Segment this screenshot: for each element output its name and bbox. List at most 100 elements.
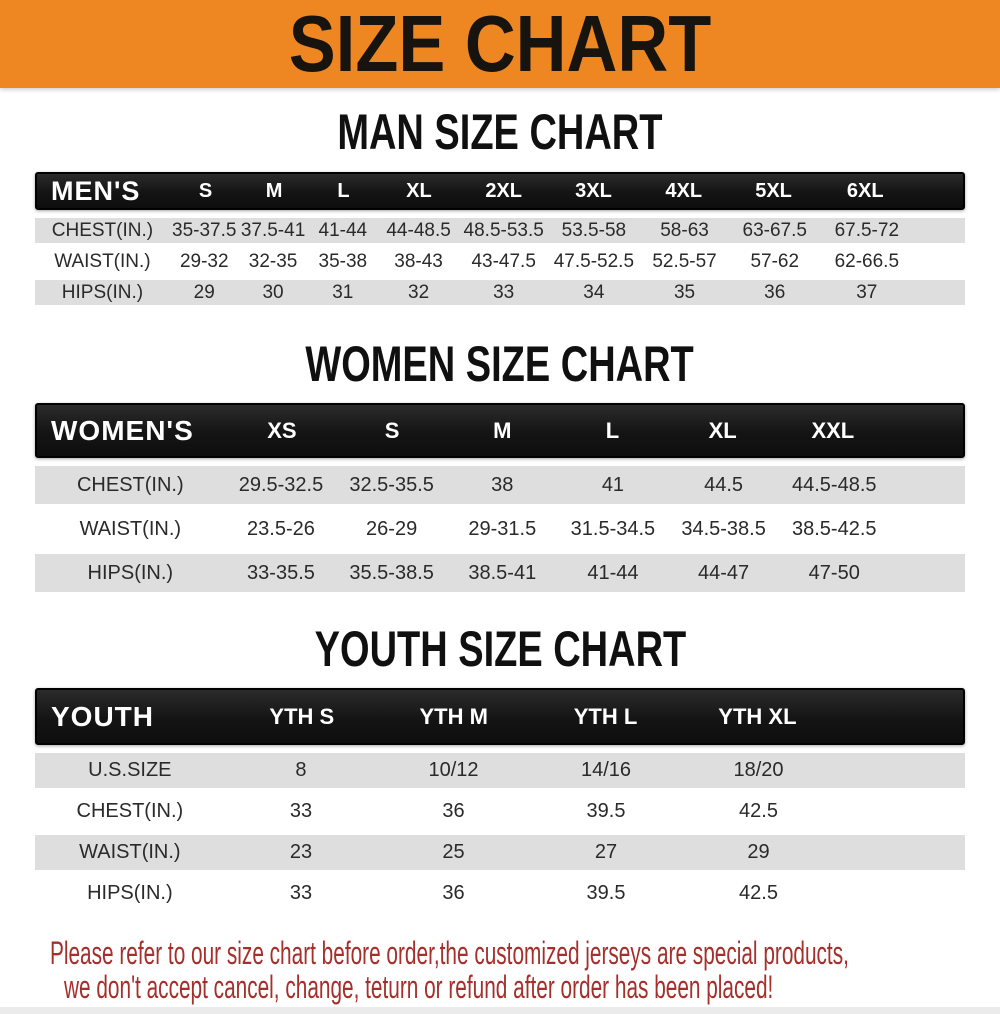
size-cell: 38.5-41 [468, 561, 537, 584]
size-cell: 34 [583, 281, 605, 303]
men-section-heading: MAN SIZE CHART [0, 107, 1000, 157]
size-cell: 52.5-57 [652, 250, 717, 272]
size-cell: 36 [442, 800, 465, 822]
table-row: WAIST(IN.) 23 25 27 29 [35, 832, 965, 873]
column-header: M [265, 179, 283, 202]
row-label: U.S.SIZE [88, 759, 172, 781]
size-cell: 42.5 [739, 882, 778, 904]
size-cell: 26-29 [366, 517, 418, 540]
size-cell: 37 [856, 281, 878, 303]
column-header: YTH L [573, 703, 638, 729]
size-cell: 58-63 [660, 219, 709, 241]
size-cell: 41-44 [318, 219, 368, 241]
column-header: 5XL [755, 179, 792, 202]
size-cell: 47-50 [808, 561, 860, 584]
row-label: CHEST(IN.) [76, 473, 184, 496]
size-cell: 43-47.5 [471, 250, 536, 272]
size-cell: 53.5-58 [561, 219, 627, 241]
women-size-table: WOMEN'S XS S M L XL XXL CHEST(IN.) 29.5-… [35, 403, 965, 595]
row-label: WAIST(IN.) [79, 517, 182, 540]
men-table-title: MEN'S [51, 175, 141, 206]
women-section-heading: WOMEN SIZE CHART [0, 339, 1000, 389]
size-cell: 41 [601, 473, 625, 496]
size-cell: 34.5-38.5 [681, 517, 766, 540]
size-cell: 29 [747, 841, 770, 863]
table-row: CHEST(IN.) 29.5-32.5 32.5-35.5 38 41 44.… [35, 463, 965, 507]
disclaimer-line-1: Please refer to our size chart before or… [50, 935, 849, 971]
size-cell: 47.5-52.5 [553, 250, 635, 272]
table-row: CHEST(IN.) 33 36 39.5 42.5 [35, 791, 965, 832]
youth-table-title: YOUTH [51, 700, 154, 732]
size-cell: 29-31.5 [468, 517, 537, 540]
youth-section: YOUTH SIZE CHART YOUTH YTH S YTH M YTH L… [0, 621, 1000, 914]
table-row: U.S.SIZE 8 10/12 14/16 18/20 [35, 750, 965, 791]
size-cell: 29 [193, 281, 215, 303]
column-header: XL [708, 417, 737, 443]
table-row: HIPS(IN.) 33 36 39.5 42.5 [35, 873, 965, 914]
size-cell: 10/12 [428, 759, 479, 781]
women-table-title: WOMEN'S [51, 414, 194, 446]
column-header: 2XL [485, 179, 522, 202]
size-cell: 33 [289, 882, 313, 904]
size-cell: 63-67.5 [742, 219, 807, 241]
size-cell: 35-37.5 [172, 219, 237, 241]
size-cell: 31.5-34.5 [570, 517, 656, 540]
size-cell: 38.5-42.5 [791, 517, 877, 540]
size-cell: 38 [491, 473, 514, 496]
column-header: L [605, 417, 620, 443]
women-table-header-row: WOMEN'S XS S M L XL XXL [35, 403, 965, 458]
size-cell: 38-43 [394, 250, 443, 272]
size-cell: 33-35.5 [247, 561, 315, 584]
size-cell: 67.5-72 [834, 219, 900, 241]
size-cell: 30 [262, 281, 284, 303]
size-cell: 44-47 [698, 561, 750, 584]
size-cell: 41-44 [587, 561, 639, 584]
row-label: WAIST(IN.) [54, 250, 151, 272]
table-row: HIPS(IN.) 33-35.5 35.5-38.5 38.5-41 41-4… [35, 551, 965, 595]
column-header: YTH XL [718, 703, 797, 729]
women-section: WOMEN SIZE CHART WOMEN'S XS S M L XL XXL… [0, 339, 1000, 595]
size-cell: 44-48.5 [386, 219, 451, 241]
column-header: XXL [811, 417, 855, 443]
column-header: M [493, 417, 512, 443]
size-cell: 33 [289, 800, 313, 822]
column-header: 6XL [846, 179, 884, 202]
row-label: HIPS(IN.) [61, 281, 144, 303]
banner-title: SIZE CHART [288, 0, 712, 88]
men-size-table: MEN'S S M L XL 2XL 3XL 4XL 5XL 6XL CHEST… [35, 172, 965, 308]
youth-heading-text: YOUTH SIZE CHART [314, 621, 686, 677]
size-cell: 57-62 [750, 250, 800, 272]
column-header: XL [406, 179, 432, 202]
size-cell: 35-38 [318, 250, 368, 272]
column-header: YTH S [269, 703, 335, 729]
table-row: WAIST(IN.) 23.5-26 26-29 29-31.5 31.5-34… [35, 507, 965, 551]
table-row: WAIST(IN.) 29-32 32-35 35-38 38-43 43-47… [35, 246, 965, 277]
row-label: HIPS(IN.) [87, 882, 173, 904]
column-header: 3XL [575, 179, 612, 202]
column-header: L [337, 179, 350, 202]
men-section: MAN SIZE CHART MEN'S S M L XL 2XL 3XL 4X… [0, 107, 1000, 308]
size-cell: 35.5-38.5 [349, 561, 434, 584]
size-cell: 29.5-32.5 [238, 473, 324, 496]
column-header: S [198, 179, 213, 202]
size-cell: 8 [295, 759, 307, 781]
size-cell: 44.5 [704, 473, 744, 496]
banner: SIZE CHART [0, 0, 1000, 88]
size-cell: 25 [442, 841, 465, 863]
column-header: YTH M [419, 703, 488, 729]
size-cell: 62-66.5 [834, 250, 900, 272]
size-cell: 42.5 [739, 800, 778, 822]
size-cell: 23.5-26 [247, 517, 315, 540]
size-cell: 37.5-41 [240, 219, 306, 241]
column-header: 4XL [665, 179, 703, 202]
size-cell: 14/16 [580, 759, 632, 781]
youth-section-heading: YOUTH SIZE CHART [0, 621, 1000, 677]
bottom-edge [0, 1007, 1000, 1014]
size-cell: 32 [408, 281, 430, 303]
size-cell: 33 [493, 281, 515, 303]
disclaimer: Please refer to our size chart before or… [0, 936, 1000, 1004]
size-cell: 27 [594, 841, 618, 863]
row-label: CHEST(IN.) [51, 219, 154, 241]
column-header: S [384, 417, 400, 443]
